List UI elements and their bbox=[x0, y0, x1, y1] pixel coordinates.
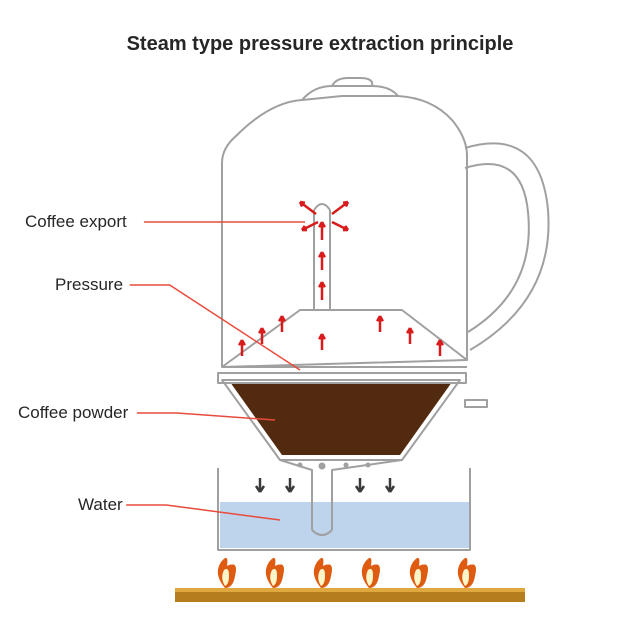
upper-funnel-outline bbox=[222, 310, 467, 367]
arrows-tube-up bbox=[319, 222, 325, 300]
label-coffee_export: Coffee export bbox=[25, 212, 127, 231]
arrows-water-down bbox=[256, 478, 394, 492]
diagram-title: Steam type pressure extraction principle bbox=[127, 33, 514, 55]
label-water: Water bbox=[78, 495, 123, 514]
filter-basket bbox=[218, 373, 487, 460]
moka-pot-diagram: Steam type pressure extraction principle bbox=[0, 0, 640, 640]
flames-group bbox=[218, 558, 476, 588]
label-pressure: Pressure bbox=[55, 275, 123, 294]
water-chamber bbox=[218, 460, 470, 550]
label-coffee_powder: Coffee powder bbox=[18, 403, 129, 422]
burner-base bbox=[175, 588, 525, 602]
